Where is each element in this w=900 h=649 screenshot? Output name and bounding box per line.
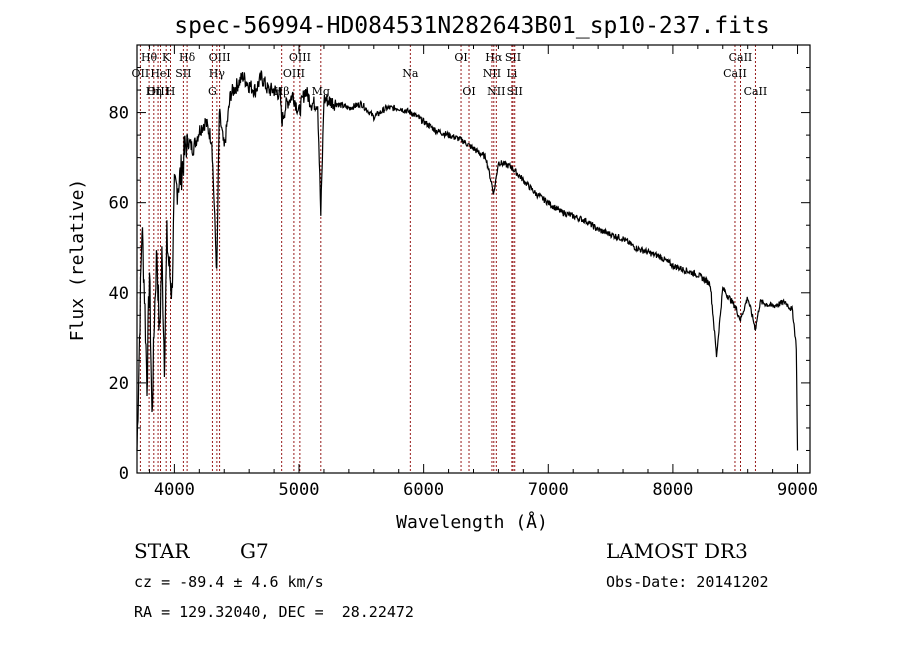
y-axis-label: Flux (relative) <box>67 179 88 342</box>
subclass: G7 <box>240 539 269 563</box>
object-type: STAR <box>134 539 190 563</box>
marker-label: Na <box>402 67 419 80</box>
marker-label: Hθ <box>141 51 158 64</box>
marker-label: Hδ <box>179 51 196 64</box>
marker-label: CaII <box>729 51 753 64</box>
marker-label: OI <box>462 85 475 98</box>
chart-title: spec-56994-HD084531N282643B01_sp10-237.f… <box>174 13 769 39</box>
survey-name: LAMOST DR3 <box>606 539 748 563</box>
marker-label: Mg <box>312 85 330 98</box>
plot-frame <box>136 44 811 474</box>
x-axis-label: Wavelength (Å) <box>396 511 548 533</box>
marker-label: OII <box>132 67 150 80</box>
marker-label: OIII <box>289 51 311 64</box>
marker-label: Hη <box>146 85 162 98</box>
marker-label: K <box>162 51 171 64</box>
marker-label: OIII <box>283 67 305 80</box>
obs-date: Obs-Date: 20141202 <box>606 573 769 591</box>
marker-label: OIII <box>209 51 231 64</box>
x-tick-label: 9000 <box>777 480 818 500</box>
marker-label: Hα <box>485 51 503 64</box>
marker-label: SII <box>507 85 523 98</box>
x-tick-label: 5000 <box>279 480 320 500</box>
marker-label: OIII <box>147 85 169 98</box>
coordinates: RA = 129.32040, DEC = 28.22472 <box>134 603 414 621</box>
x-tick-label: 6000 <box>403 480 444 500</box>
marker-label: Hγ <box>209 67 226 80</box>
axis-ticks: 4000 5000 6000 7000 8000 9000 0 20 40 60 80 <box>109 45 818 500</box>
x-tick-label: 4000 <box>154 480 195 500</box>
marker-label: NII <box>483 67 501 80</box>
y-tick-label: 80 <box>109 104 129 124</box>
marker-label: H <box>166 85 176 98</box>
marker-label: OI <box>454 51 467 64</box>
marker-label: CaII <box>723 67 747 80</box>
spectrum-line <box>136 70 799 451</box>
x-tick-label: 8000 <box>652 480 693 500</box>
marker-label: SII <box>175 67 191 80</box>
marker-label: Li <box>506 67 517 80</box>
marker-label: G <box>208 85 217 98</box>
y-tick-label: 20 <box>109 374 129 394</box>
marker-label: CaII <box>744 85 768 98</box>
x-tick-label: 7000 <box>528 480 569 500</box>
y-tick-label: 40 <box>109 284 129 304</box>
marker-label: NII <box>487 85 505 98</box>
y-tick-label: 60 <box>109 194 129 214</box>
marker-label: HeI <box>150 67 170 80</box>
y-tick-label: 0 <box>119 464 129 484</box>
marker-label: SII <box>505 51 521 64</box>
redshift-readout: cz = -89.4 ± 4.6 km/s <box>134 573 324 591</box>
